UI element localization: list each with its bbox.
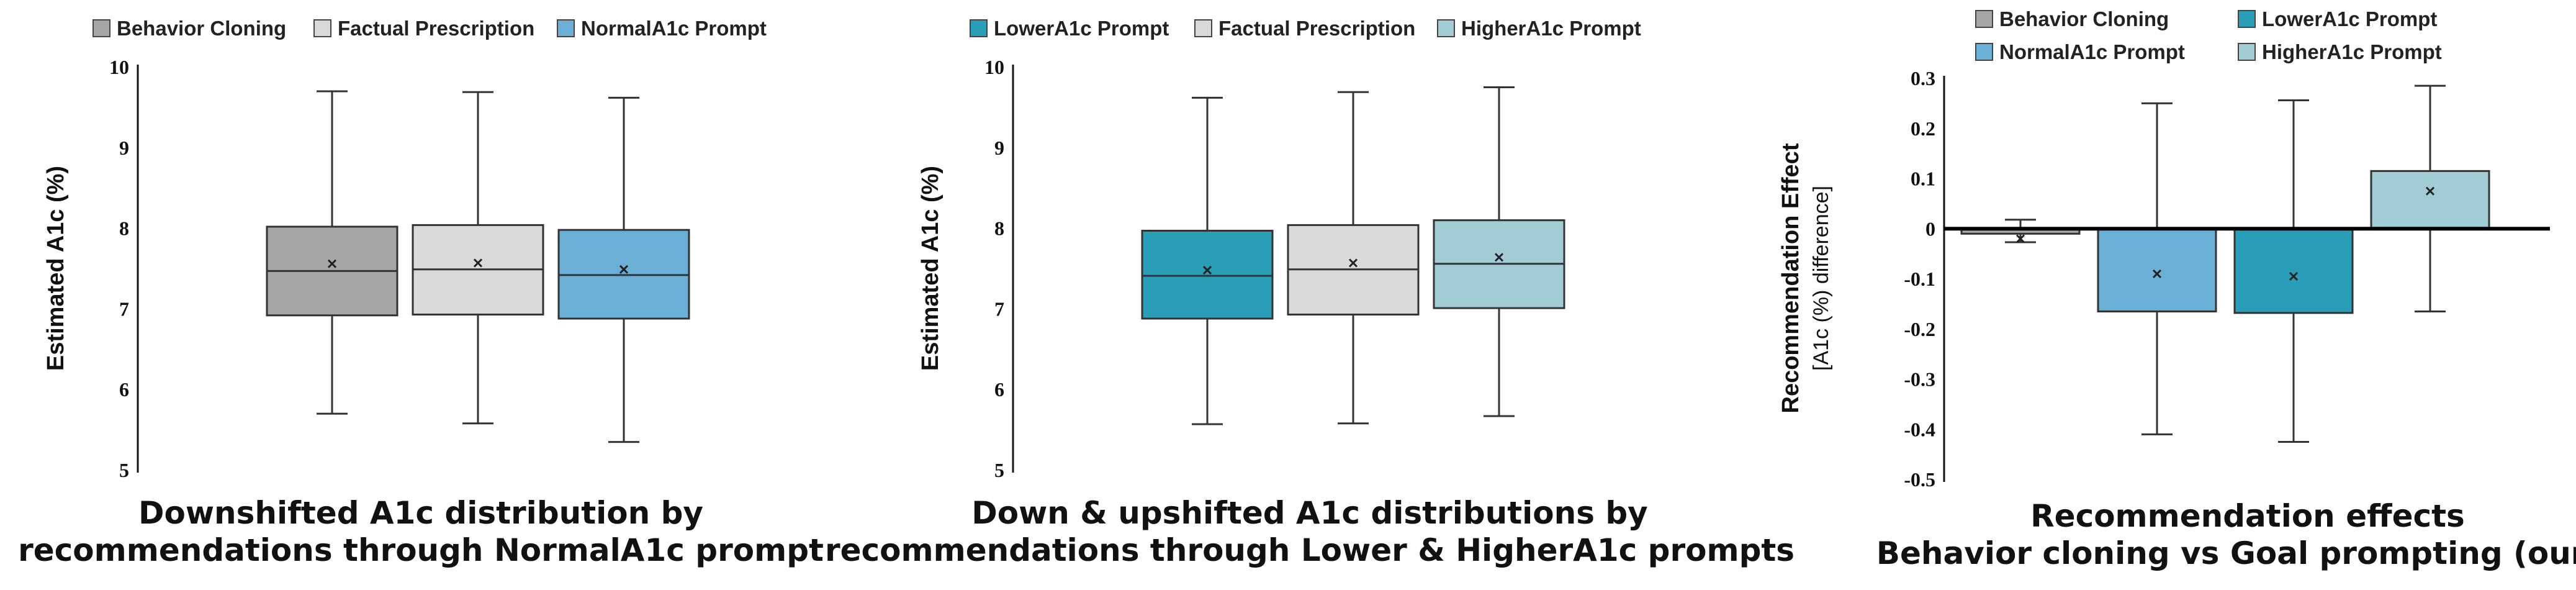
bar-rect	[2370, 170, 2490, 230]
chart-title-line: Behavior cloning vs Goal prompting (ours…	[1876, 535, 2576, 571]
legend-swatch	[1975, 43, 1993, 61]
y-tick-label: 6	[994, 378, 1004, 401]
legend-label: Factual Prescription	[338, 17, 534, 40]
y-tick-label: 8	[119, 217, 129, 240]
y-tick-label: 7	[994, 297, 1004, 320]
y-tick-label: -0.3	[1904, 368, 1935, 391]
legend-label: NormalA1c Prompt	[581, 17, 767, 40]
chart-title-line: Downshifted A1c distribution by	[138, 495, 703, 531]
legend-swatch	[92, 19, 110, 37]
mean-marker	[1494, 253, 1504, 262]
y-tick-label: 7	[119, 297, 129, 320]
legend-label: HigherA1c Prompt	[2262, 40, 2442, 63]
legend-swatch	[970, 19, 988, 37]
y-tick-label: 0.3	[1911, 67, 1935, 89]
chart-title-line: recommendations through Lower & HigherA1…	[825, 532, 1795, 568]
legend-swatch	[1437, 19, 1455, 37]
legend-swatch	[2238, 10, 2256, 28]
box-0	[1141, 96, 1274, 425]
box-body	[1141, 229, 1274, 320]
y-axis-sublabel: [A1c (%) difference]	[1809, 186, 1833, 371]
y-axis-label: Estimated A1c (%)	[917, 166, 943, 371]
y-tick-label: -0.4	[1904, 418, 1935, 440]
box-2	[1433, 86, 1565, 417]
chart-title-line: Recommendation effects	[2030, 498, 2465, 534]
chart-title-line: Down & upshifted A1c distributions by	[971, 495, 1648, 531]
y-axis-label: Recommendation Effect	[1778, 143, 1804, 413]
y-tick-label: 10	[984, 56, 1004, 78]
mean-marker	[2015, 234, 2025, 243]
y-tick-label: 9	[994, 137, 1004, 159]
legend-swatch	[557, 19, 575, 37]
chart-title-line: recommendations through NormalA1c prompt	[18, 532, 824, 568]
y-tick-label: 6	[119, 378, 129, 401]
mean-marker	[2289, 271, 2299, 281]
y-tick-label: 9	[119, 137, 129, 159]
y-tick-label: 5	[119, 459, 129, 481]
y-tick-label: 8	[994, 217, 1004, 240]
legend-label: HigherA1c Prompt	[1461, 17, 1641, 40]
bar-0	[1960, 219, 2081, 243]
y-tick-label: 0	[1925, 217, 1935, 240]
legend-label: LowerA1c Prompt	[994, 17, 1169, 40]
y-tick-label: 0.1	[1911, 168, 1935, 190]
box-1	[412, 91, 544, 425]
legend-label: LowerA1c Prompt	[2262, 7, 2437, 30]
chart-2: LowerA1c Prompt Factual Prescription Highe…	[825, 17, 1795, 568]
mean-marker	[619, 265, 629, 274]
bar-3	[2370, 84, 2490, 312]
mean-marker	[2152, 269, 2162, 278]
legend-swatch	[2238, 43, 2256, 61]
y-axis-label: Estimated A1c (%)	[43, 166, 69, 371]
y-tick-label: -0.2	[1904, 318, 1935, 340]
y-tick-label: -0.1	[1904, 268, 1935, 290]
mean-marker	[1202, 266, 1212, 275]
mean-marker	[1348, 258, 1358, 268]
legend-label: Behavior Cloning	[1999, 7, 2169, 30]
bar-1	[2097, 102, 2217, 435]
bar-rect	[2097, 227, 2217, 312]
bar-2	[2233, 99, 2354, 443]
y-tick-label: -0.5	[1904, 468, 1935, 491]
legend-swatch	[313, 19, 331, 37]
box-2	[557, 96, 690, 443]
legend-label: Behavior Cloning	[117, 17, 286, 40]
box-1	[1287, 91, 1420, 425]
legend-label: Factual Prescription	[1218, 17, 1415, 40]
legend-label: NormalA1c Prompt	[1999, 40, 2185, 63]
legend-swatch	[1194, 19, 1212, 37]
y-tick-label: 0.2	[1911, 117, 1935, 140]
mean-marker	[327, 259, 337, 268]
box-0	[266, 90, 399, 415]
bar-rect	[2233, 227, 2354, 314]
y-tick-label: 5	[994, 459, 1004, 481]
chart-3: Behavior Cloning LowerA1c Prompt NormalA1c…	[1778, 7, 2576, 571]
chart-1: Behavior Cloning Factual Prescription Norm…	[18, 17, 824, 568]
legend-swatch	[1975, 10, 1993, 28]
mean-marker	[2425, 186, 2435, 196]
mean-marker	[473, 258, 483, 268]
y-tick-label: 10	[109, 56, 129, 78]
